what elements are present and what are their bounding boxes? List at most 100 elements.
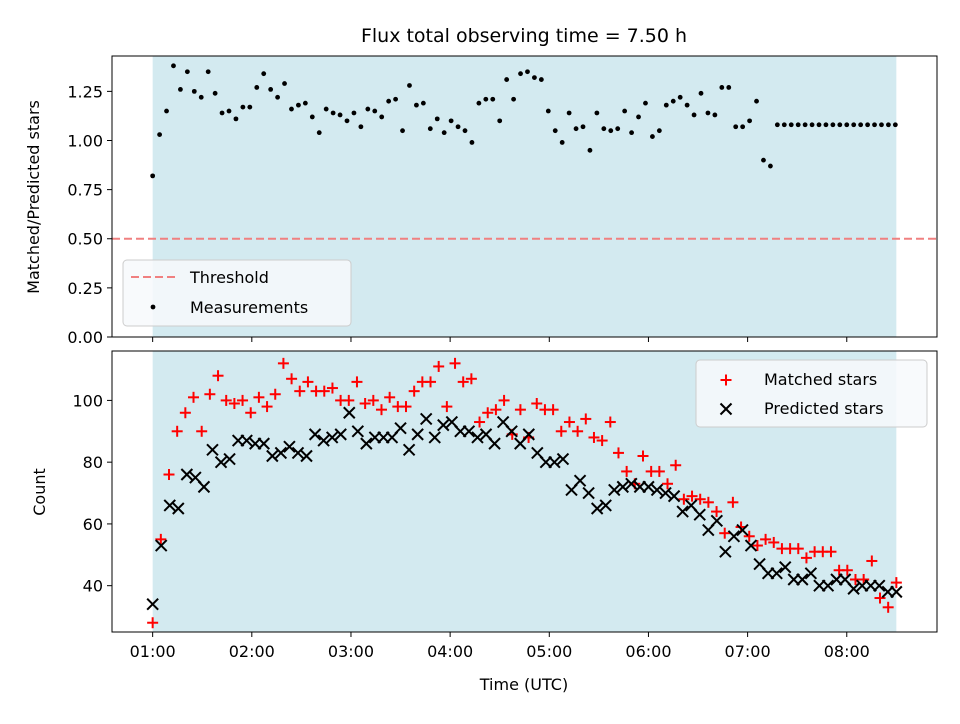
matched-star-point <box>286 373 298 385</box>
x-axis-label: Time (UTC) <box>479 675 568 694</box>
measurement-point <box>150 173 156 179</box>
matched-star-point <box>768 536 780 548</box>
matched-star-point <box>694 493 706 505</box>
matched-star-point <box>866 555 878 567</box>
measurement-point <box>302 100 308 106</box>
matched-stars-points <box>147 357 902 629</box>
matched-star-point <box>367 394 379 406</box>
measurement-point <box>476 100 482 106</box>
measurement-point <box>254 85 260 90</box>
predicted-star-point <box>599 499 612 512</box>
matched-star-point <box>302 376 314 388</box>
bottom-ylabel: Count <box>30 468 49 516</box>
y-tick-label: 0.25 <box>67 279 103 298</box>
measurement-point <box>552 128 558 134</box>
predicted-star-point <box>360 437 373 450</box>
predicted-star-point <box>676 505 689 518</box>
measurement-point <box>670 98 676 104</box>
predicted-star-point <box>608 483 621 497</box>
measurement-point <box>872 122 877 128</box>
bottom-x-ticks: 01:00 02:00 03:00 04:00 05:00 06:00 07:00 08:00 <box>130 632 870 661</box>
matched-star-point <box>588 431 600 443</box>
measurement-point <box>858 122 864 128</box>
predicted-star-point <box>283 440 296 453</box>
predicted-star-point <box>257 437 270 450</box>
measurement-point <box>205 69 211 75</box>
measurement-point <box>781 122 787 128</box>
matched-star-point <box>490 404 502 416</box>
matched-star-point <box>882 601 894 613</box>
matched-star-point <box>433 360 445 372</box>
measurement-point <box>538 77 544 82</box>
predicted-star-point <box>659 486 672 500</box>
y-tick-label: 60 <box>83 515 103 534</box>
matched-star-point <box>400 401 412 413</box>
matched-star-point <box>531 397 543 409</box>
predicted-star-point <box>573 474 587 487</box>
predicted-star-point <box>873 579 886 592</box>
predicted-star-point <box>488 437 501 450</box>
measurement-point <box>316 130 322 136</box>
predicted-star-point <box>428 431 441 444</box>
measurement-point <box>691 112 697 118</box>
measurement-point <box>525 69 530 75</box>
predicted-star-point <box>590 502 604 515</box>
measurement-point <box>754 98 759 104</box>
matched-star-point <box>253 391 265 403</box>
measurement-point <box>809 122 815 128</box>
measurement-point <box>219 110 225 116</box>
matched-star-point <box>261 401 273 413</box>
predicted-star-point <box>180 468 194 481</box>
predicted-star-point <box>266 449 279 463</box>
measurement-point <box>212 90 218 96</box>
y-tick-label: 100 <box>72 391 103 410</box>
matched-star-point <box>465 373 477 385</box>
measurement-point <box>289 106 294 112</box>
measurement-point <box>275 94 280 100</box>
matched-star-point <box>580 413 592 425</box>
measurement-point <box>504 77 510 82</box>
predicted-star-point <box>197 480 211 494</box>
predicted-star-point <box>206 443 219 457</box>
top-legend: Threshold Measurements <box>122 259 352 327</box>
measurement-point <box>698 90 704 96</box>
matched-star-point <box>155 533 167 545</box>
matched-star-point <box>326 382 338 394</box>
predicted-star-point <box>642 480 655 494</box>
measurement-point <box>684 102 690 108</box>
measurement-point <box>337 112 343 118</box>
measurement-point <box>184 69 190 75</box>
measurement-point <box>656 128 662 134</box>
measurement-point <box>372 108 378 114</box>
x-tick-label: 05:00 <box>526 642 572 661</box>
x-tick-label: 04:00 <box>427 642 473 661</box>
measurement-point <box>566 110 572 116</box>
measurement-point <box>768 163 773 169</box>
x-tick-label: 08:00 <box>824 642 870 661</box>
predicted-star-point <box>719 545 732 558</box>
predicted-star-point <box>394 421 407 435</box>
matched-star-point <box>555 425 567 437</box>
measurement-point <box>414 102 419 108</box>
measurement-point <box>892 122 898 128</box>
measurement-point <box>386 98 392 104</box>
bottom-y-ticks: 40 60 80 100 <box>72 391 112 596</box>
measurement-point <box>420 100 426 106</box>
matched-star-point <box>359 397 371 409</box>
matched-star-point <box>563 416 575 428</box>
matched-star-point <box>269 388 281 400</box>
x-tick-label: 03:00 <box>328 642 374 661</box>
matched-star-point <box>760 533 772 545</box>
matched-star-point <box>890 577 902 589</box>
measurement-point <box>879 122 884 128</box>
measurements-legend-label: Measurements <box>190 298 308 317</box>
matched-star-point <box>662 478 674 490</box>
measurement-point <box>844 122 850 128</box>
measurement-point <box>441 130 447 136</box>
measurement-point <box>178 87 183 92</box>
measurement-point <box>643 100 648 106</box>
matched-stars-legend-swatch <box>720 374 732 386</box>
measurement-point <box>323 106 329 112</box>
measurement-point <box>358 124 364 130</box>
predicted-star-point <box>821 579 835 592</box>
